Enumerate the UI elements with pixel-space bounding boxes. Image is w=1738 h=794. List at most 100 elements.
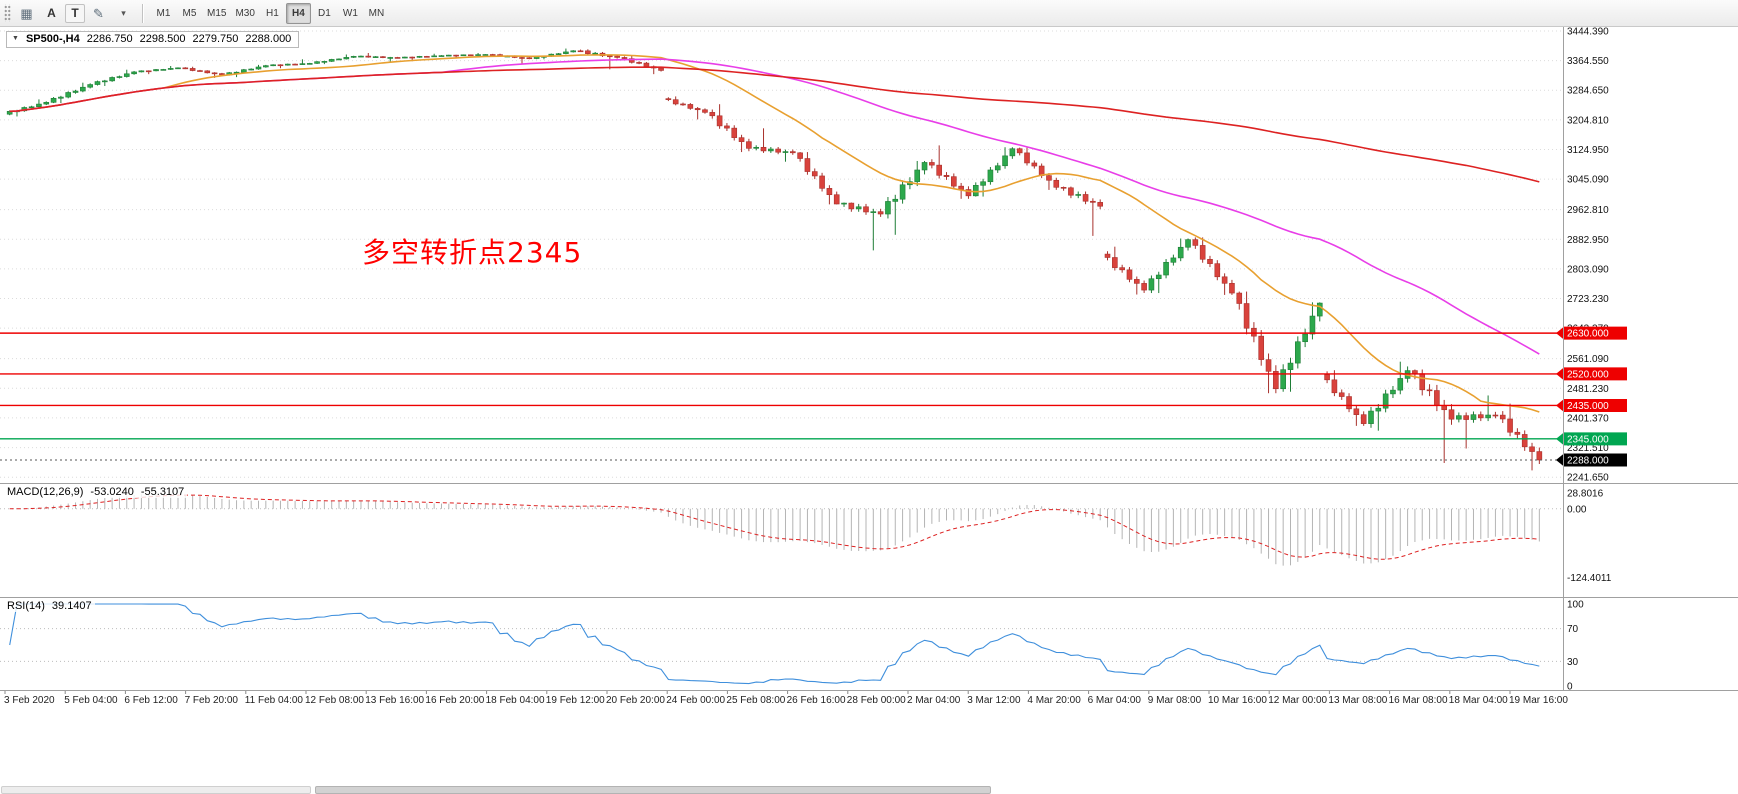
- svg-text:20 Feb 20:00: 20 Feb 20:00: [606, 695, 665, 706]
- timeframe-button-w1[interactable]: W1: [338, 3, 363, 24]
- svg-text:2481.230: 2481.230: [1567, 384, 1609, 395]
- svg-text:28.8016: 28.8016: [1567, 488, 1604, 499]
- svg-text:3 Mar 12:00: 3 Mar 12:00: [967, 695, 1021, 706]
- candlestick-series: [6, 48, 1543, 471]
- pane-separators: [0, 27, 1738, 691]
- toolbar-drag-handle[interactable]: [4, 4, 11, 22]
- macd-histogram: [16, 493, 1540, 566]
- svg-text:2520.000: 2520.000: [1567, 369, 1609, 380]
- svg-text:19 Feb 12:00: 19 Feb 12:00: [546, 695, 605, 706]
- macd-axis-labels: 28.8016 0.00 -124.4011: [1567, 488, 1612, 583]
- rsi-axis-labels: 100 70 30 0: [1567, 600, 1584, 693]
- svg-text:70: 70: [1567, 624, 1579, 635]
- svg-text:18 Feb 04:00: 18 Feb 04:00: [486, 695, 545, 706]
- svg-text:16 Mar 08:00: 16 Mar 08:00: [1389, 695, 1448, 706]
- text-tool-button[interactable]: T: [65, 3, 85, 23]
- timeframe-button-m1[interactable]: M1: [151, 3, 176, 24]
- svg-text:5 Feb 04:00: 5 Feb 04:00: [64, 695, 118, 706]
- toolbar-separator: [142, 3, 144, 23]
- macd-name: MACD(12,26,9): [7, 486, 84, 498]
- toolbar-dropdown-button[interactable]: ▾: [112, 3, 135, 24]
- timeframe-button-h1[interactable]: H1: [260, 3, 285, 24]
- svg-text:12 Feb 08:00: 12 Feb 08:00: [305, 695, 364, 706]
- price-level-badge-2435.000: 2435.000: [1556, 399, 1627, 412]
- scrollbar-track[interactable]: [1, 786, 311, 794]
- svg-text:2723.230: 2723.230: [1567, 294, 1609, 305]
- price-level-badge-2520.000: 2520.000: [1556, 367, 1627, 380]
- svg-text:7 Feb 20:00: 7 Feb 20:00: [185, 695, 239, 706]
- svg-text:-124.4011: -124.4011: [1567, 573, 1612, 584]
- svg-text:2345.000: 2345.000: [1567, 434, 1609, 445]
- svg-text:2241.650: 2241.650: [1567, 473, 1609, 484]
- svg-text:2401.370: 2401.370: [1567, 413, 1609, 424]
- svg-text:2803.090: 2803.090: [1567, 264, 1609, 275]
- rsi-indicator-label: RSI(14) 39.1407: [4, 600, 95, 612]
- price-gridlines: [0, 30, 1563, 478]
- period-buttons: M1 M5 M15 M30 H1 H4 D1 W1 MN: [151, 2, 389, 24]
- chevron-down-icon: ▾: [121, 7, 126, 18]
- toolbar: ▦ A T ✎ ▾ M1 M5 M15 M30 H1 H4 D1 W1 MN: [0, 0, 1738, 27]
- rsi-line: [9, 603, 1540, 685]
- svg-text:100: 100: [1567, 600, 1584, 611]
- svg-text:2 Mar 04:00: 2 Mar 04:00: [907, 695, 961, 706]
- rsi-value: 39.1407: [51, 600, 92, 612]
- svg-text:6 Feb 12:00: 6 Feb 12:00: [124, 695, 178, 706]
- rsi-name: RSI(14): [7, 600, 45, 612]
- svg-text:25 Feb 08:00: 25 Feb 08:00: [726, 695, 785, 706]
- timeframe-button-mn[interactable]: MN: [364, 3, 389, 24]
- current-price-badge: 2288.000: [1556, 453, 1627, 467]
- svg-text:30: 30: [1567, 657, 1579, 668]
- svg-text:0: 0: [1567, 682, 1573, 693]
- svg-text:3444.390: 3444.390: [1567, 27, 1609, 37]
- macd-signal-value: -55.3107: [140, 486, 185, 498]
- svg-text:9 Mar 08:00: 9 Mar 08:00: [1148, 695, 1202, 706]
- timeframe-button-h4[interactable]: H4: [285, 2, 311, 24]
- svg-text:2435.000: 2435.000: [1567, 401, 1609, 412]
- svg-text:3204.810: 3204.810: [1567, 115, 1609, 126]
- svg-text:3364.550: 3364.550: [1567, 56, 1609, 67]
- svg-text:10 Mar 16:00: 10 Mar 16:00: [1208, 695, 1267, 706]
- price-level-badge-2345.000: 2345.000: [1556, 432, 1627, 446]
- svg-text:13 Mar 08:00: 13 Mar 08:00: [1328, 695, 1387, 706]
- moving-average-200: [9, 66, 1540, 183]
- svg-text:26 Feb 16:00: 26 Feb 16:00: [787, 695, 846, 706]
- svg-text:19 Mar 16:00: 19 Mar 16:00: [1509, 695, 1568, 706]
- svg-text:2630.000: 2630.000: [1567, 329, 1609, 340]
- svg-text:2882.950: 2882.950: [1567, 235, 1609, 246]
- svg-text:28 Feb 00:00: 28 Feb 00:00: [847, 695, 906, 706]
- pencil-icon: ✎: [93, 5, 104, 21]
- svg-text:3124.950: 3124.950: [1567, 145, 1609, 156]
- collapse-triangle-icon[interactable]: ▼: [12, 34, 19, 42]
- symbol-label: SP500-,H4: [25, 33, 80, 45]
- scrollbar-thumb[interactable]: [315, 786, 991, 794]
- macd-signal-line: [9, 494, 1540, 560]
- timeframe-button-m15[interactable]: M15: [203, 3, 230, 24]
- svg-text:12 Mar 00:00: 12 Mar 00:00: [1268, 695, 1327, 706]
- moving-average-22: [9, 54, 1540, 413]
- open-value: 2286.750: [86, 33, 133, 45]
- price-axis-labels: 3444.390 3364.550 3284.650 3204.810 3124.950…: [1567, 27, 1609, 484]
- svg-text:16 Feb 20:00: 16 Feb 20:00: [425, 695, 484, 706]
- chart-canvas[interactable]: 3444.390 3364.550 3284.650 3204.810 3124.950…: [0, 27, 1738, 794]
- svg-text:2288.000: 2288.000: [1567, 455, 1609, 466]
- grid-tool-button[interactable]: ▦: [15, 3, 38, 24]
- chart-ohlc-header: ▼ SP500-,H4 2286.750 2298.500 2279.750 2…: [6, 31, 300, 48]
- annotation-text[interactable]: 多空转折点2345: [362, 236, 583, 269]
- svg-text:3045.090: 3045.090: [1567, 175, 1609, 186]
- draw-tool-button[interactable]: ✎: [87, 3, 110, 24]
- font-tool-button[interactable]: A: [40, 3, 63, 24]
- svg-text:3284.650: 3284.650: [1567, 86, 1609, 97]
- svg-text:11 Feb 04:00: 11 Feb 04:00: [245, 695, 304, 706]
- macd-indicator-label: MACD(12,26,9) -53.0240 -55.3107: [4, 486, 188, 498]
- timeframe-button-m5[interactable]: M5: [177, 3, 202, 24]
- svg-text:0.00: 0.00: [1567, 504, 1587, 515]
- low-value: 2279.750: [192, 33, 239, 45]
- timeframe-button-d1[interactable]: D1: [312, 3, 337, 24]
- macd-main-value: -53.0240: [90, 486, 134, 498]
- grid-icon: ▦: [20, 5, 33, 21]
- timeframe-button-m30[interactable]: M30: [231, 3, 258, 24]
- svg-text:13 Feb 16:00: 13 Feb 16:00: [365, 695, 424, 706]
- svg-text:24 Feb 00:00: 24 Feb 00:00: [666, 695, 725, 706]
- svg-text:18 Mar 04:00: 18 Mar 04:00: [1449, 695, 1508, 706]
